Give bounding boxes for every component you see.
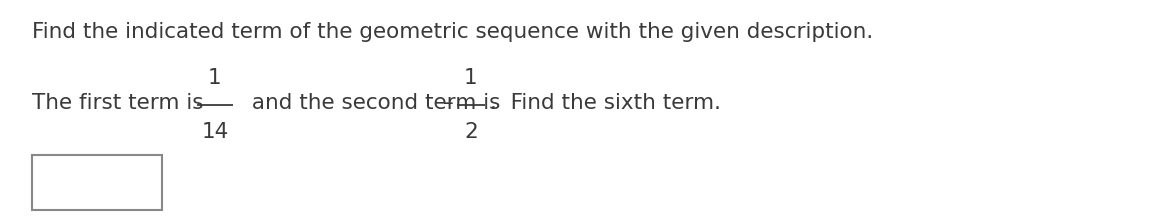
Text: 1: 1	[208, 68, 222, 88]
Bar	[32, 155, 162, 210]
Text: .  Find the sixth term.: . Find the sixth term.	[490, 93, 721, 113]
Text: 2: 2	[464, 122, 477, 142]
Text: The first term is: The first term is	[32, 93, 210, 113]
Text: 1: 1	[465, 68, 477, 88]
Text: 14: 14	[201, 122, 229, 142]
Text: and the second term is: and the second term is	[245, 93, 501, 113]
Text: –: –	[443, 93, 453, 113]
Text: Find the indicated term of the geometric sequence with the given description.: Find the indicated term of the geometric…	[32, 22, 873, 42]
